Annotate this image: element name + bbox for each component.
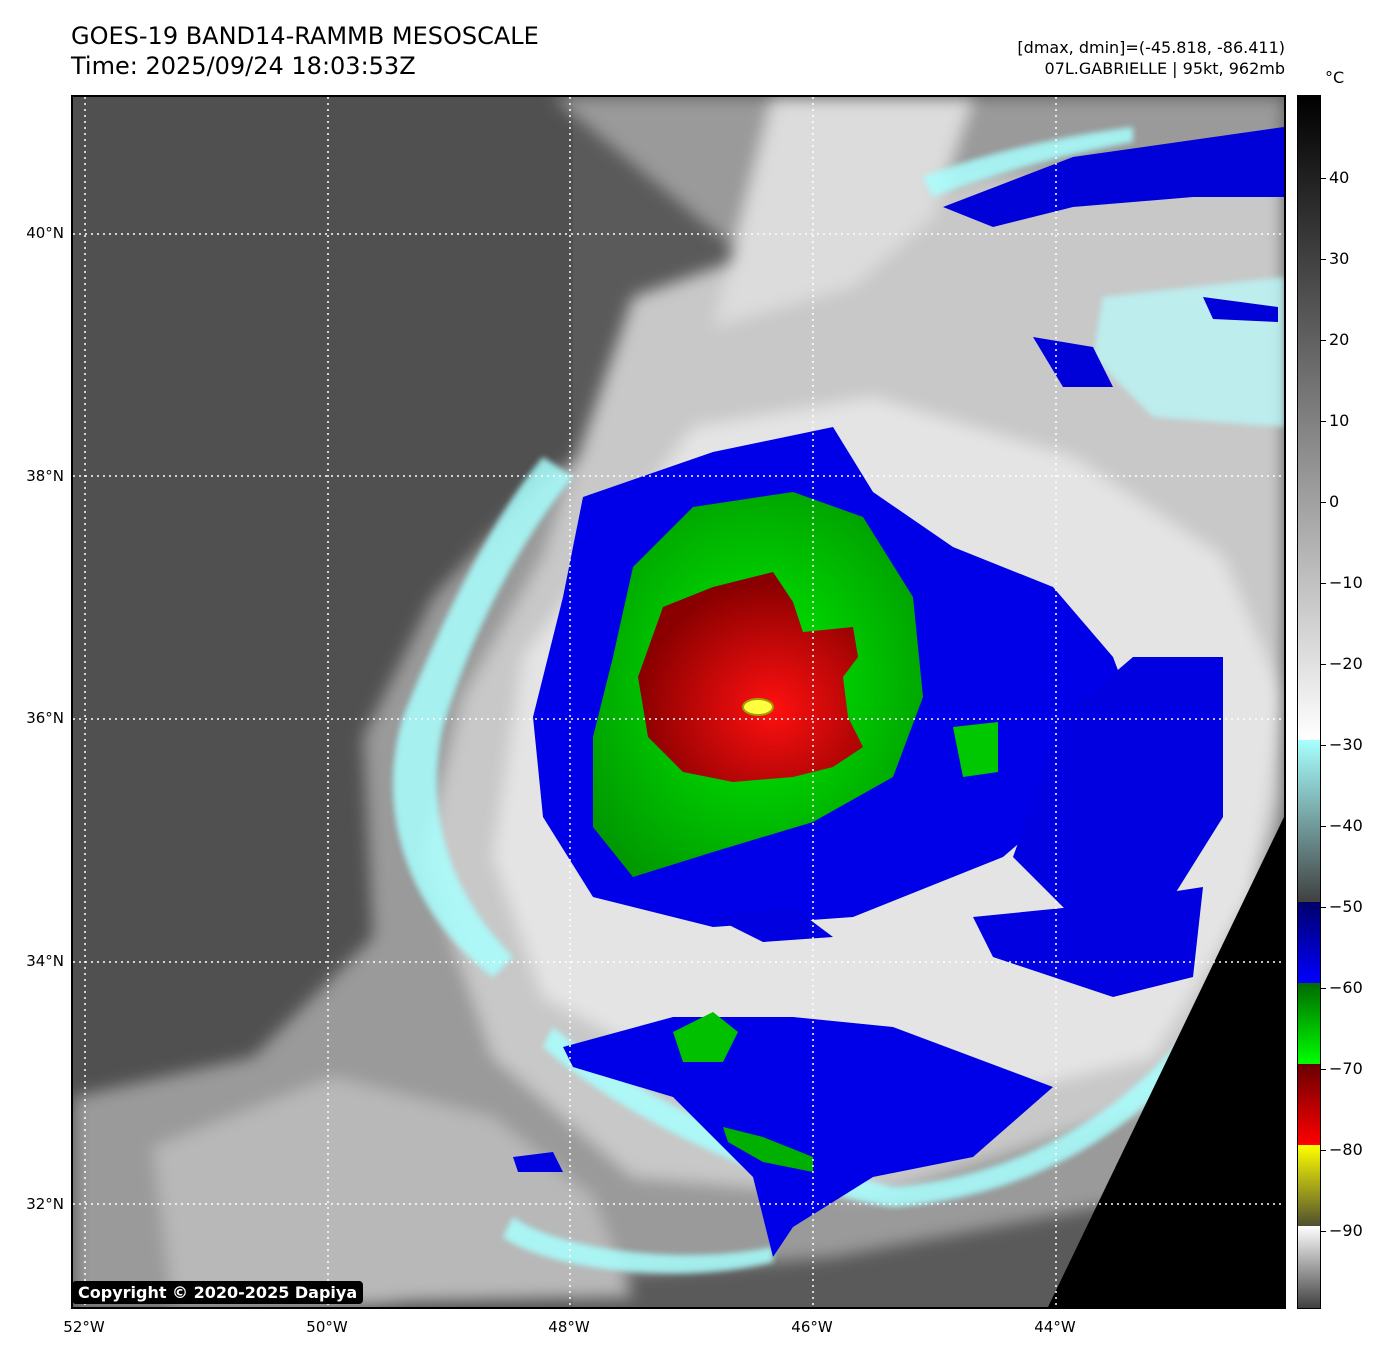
lon-label-46w: 46°W [791,1318,833,1336]
colorbar-tick-label: 20 [1329,330,1350,349]
colorbar-unit: °C [1325,68,1345,87]
lon-label-44w: 44°W [1034,1318,1076,1336]
lon-label-50w: 50°W [306,1318,348,1336]
colorbar-tick-label: 30 [1329,249,1350,268]
colorbar-tick-label: −90 [1329,1221,1363,1240]
satellite-map [71,95,1286,1309]
storm-info: 07L.GABRIELLE | 95kt, 962mb [1044,59,1285,78]
colorbar-tick-label: −40 [1329,816,1363,835]
lat-label-38n: 38°N [26,467,64,485]
colorbar-tick-label: −60 [1329,978,1363,997]
lon-label-48w: 48°W [548,1318,590,1336]
colorbar-tick-label: −30 [1329,735,1363,754]
lon-label-52w: 52°W [63,1318,105,1336]
cold-cloud-red-core [638,572,863,782]
copyright-notice: Copyright © 2020-2025 Dapiya [72,1281,364,1304]
colorbar-tick-label: −80 [1329,1140,1363,1159]
data-range-info: [dmax, dmin]=(-45.818, -86.411) [1017,38,1285,57]
colorbar-tick-label: 10 [1329,411,1350,430]
colorbar-tick-label: −20 [1329,654,1363,673]
lat-label-34n: 34°N [26,952,64,970]
lat-label-36n: 36°N [26,709,64,727]
image-title: GOES-19 BAND14-RAMMB MESOSCALE [71,22,539,50]
satellite-imagery [73,97,1284,1307]
colorbar-tick-label: 40 [1329,168,1350,187]
colorbar-tick-label: 0 [1329,492,1340,511]
colorbar-tick-label: −70 [1329,1059,1363,1078]
lat-label-40n: 40°N [26,224,64,242]
colorbar-tick-label: −10 [1329,573,1363,592]
lat-label-32n: 32°N [26,1195,64,1213]
image-timestamp: Time: 2025/09/24 18:03:53Z [71,52,416,80]
colorbar-tick-label: −50 [1329,897,1363,916]
eye-feature [742,698,774,716]
no-data-region [1048,817,1284,1307]
colorbar [1297,95,1321,1309]
graticule [73,97,1284,1307]
